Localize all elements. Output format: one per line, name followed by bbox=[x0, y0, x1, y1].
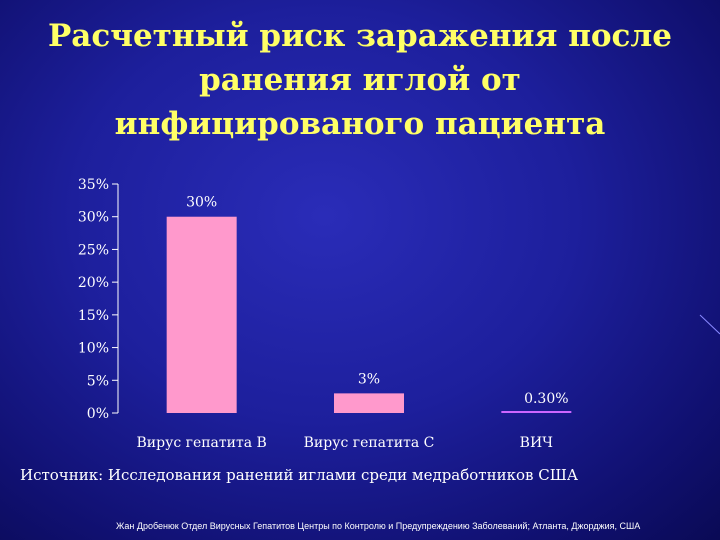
y-tick-label: 10% bbox=[78, 341, 109, 357]
category-label: ВИЧ bbox=[520, 435, 553, 451]
y-tick-label: 5% bbox=[87, 373, 109, 389]
data-label: 0.30% bbox=[524, 391, 568, 407]
category-labels: Вирус гепатита B Вирус гепатита C ВИЧ bbox=[137, 435, 554, 451]
source-note: Источник: Исследования ранений иглами ср… bbox=[20, 466, 579, 484]
title-line-3: инфицированого пациента bbox=[114, 106, 606, 142]
data-label: 3% bbox=[358, 371, 380, 387]
bar bbox=[501, 411, 572, 413]
y-axis: 0% 5% 10% 15% 20% 25% 30% 35% bbox=[78, 177, 119, 422]
y-tick-label: 15% bbox=[78, 308, 109, 324]
bar bbox=[334, 393, 404, 413]
y-tick-label: 30% bbox=[78, 210, 109, 226]
y-tick-label: 35% bbox=[78, 177, 109, 193]
category-label: Вирус гепатита C bbox=[304, 435, 435, 451]
slide-title: Расчетный риск заражения после ранения и… bbox=[0, 14, 720, 146]
y-tick-label: 20% bbox=[78, 275, 109, 291]
y-tick-label: 25% bbox=[78, 242, 109, 258]
data-label: 30% bbox=[186, 195, 217, 211]
y-tick-label: 0% bbox=[87, 406, 109, 422]
title-line-1: Расчетный риск заражения после bbox=[47, 18, 673, 54]
category-label: Вирус гепатита B bbox=[137, 435, 267, 451]
bars bbox=[166, 216, 572, 413]
bar bbox=[166, 216, 237, 413]
data-labels: 30% 3% 0.30% bbox=[186, 195, 568, 407]
footer-credit: Жан Дробенюк Отдел Вирусных Гепатитов Це… bbox=[116, 521, 641, 531]
title-line-2: ранения иглой от bbox=[199, 62, 521, 98]
